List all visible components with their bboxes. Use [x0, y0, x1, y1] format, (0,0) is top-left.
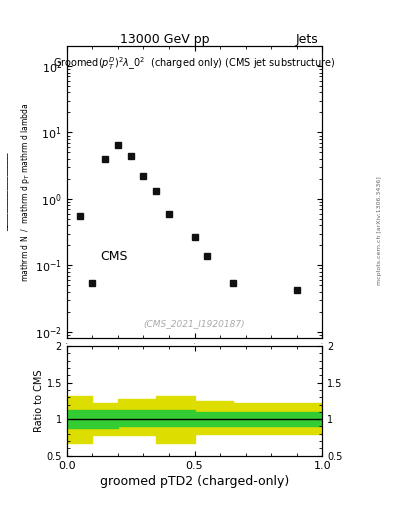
Y-axis label: Ratio to CMS: Ratio to CMS — [34, 370, 44, 432]
Text: Jets: Jets — [296, 33, 318, 46]
Text: mcplots.cern.ch [arXiv:1306.3436]: mcplots.cern.ch [arXiv:1306.3436] — [377, 176, 382, 285]
Text: 13000 GeV pp: 13000 GeV pp — [120, 33, 210, 46]
Text: CMS: CMS — [100, 250, 127, 263]
X-axis label: groomed pTD2 (charged-only): groomed pTD2 (charged-only) — [100, 475, 289, 488]
Y-axis label: mathrm d$^2$N
─────────────────
mathrm d N  /  mathrm d p$_T$ mathrm d lambda: mathrm d$^2$N ───────────────── mathrm d… — [0, 102, 32, 282]
Text: (CMS_2021_I1920187): (CMS_2021_I1920187) — [144, 319, 245, 328]
Text: Groomed$(p_T^D)^2\lambda\_0^2$  (charged only) (CMS jet substructure): Groomed$(p_T^D)^2\lambda\_0^2$ (charged … — [53, 55, 336, 72]
